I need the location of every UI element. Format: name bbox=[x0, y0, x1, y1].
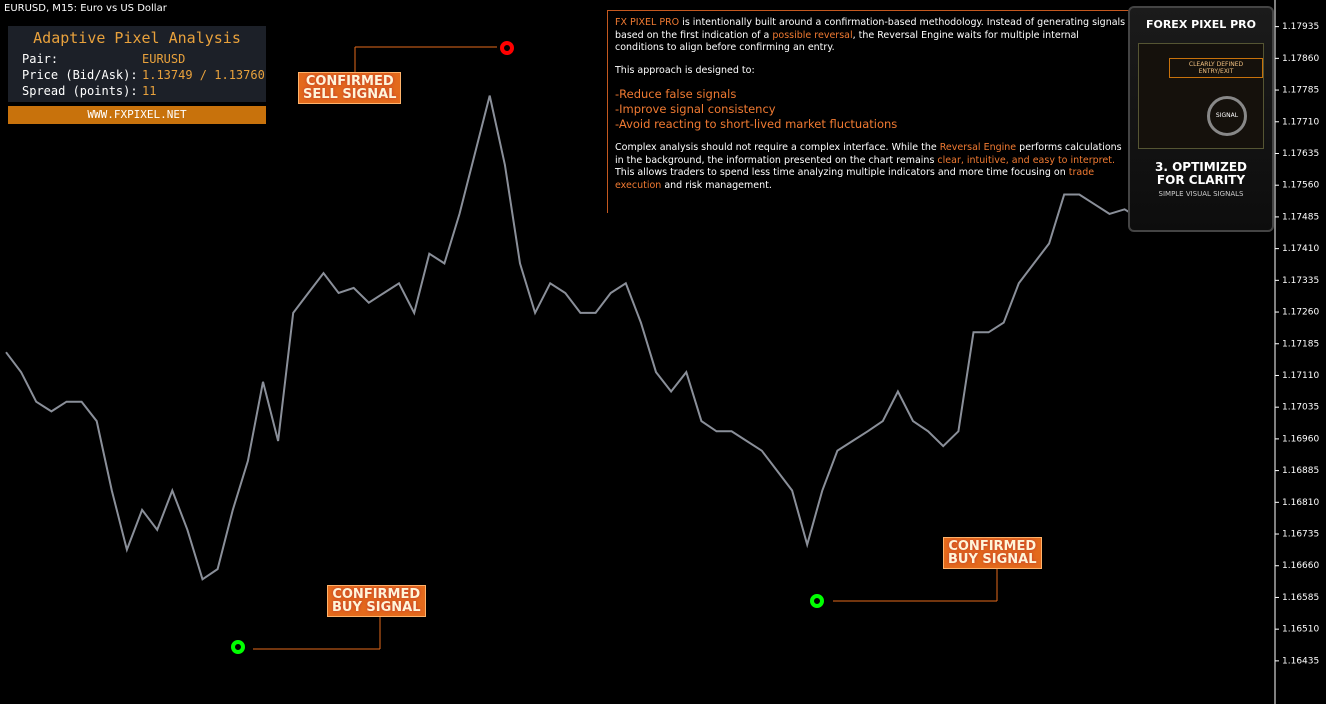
info-value: 1.13749 / 1.13760 bbox=[142, 68, 265, 82]
label-line: CONFIRMED bbox=[332, 587, 421, 602]
info-label: Spread (points): bbox=[22, 84, 138, 98]
bullet-list: -Reduce false signals -Improve signal con… bbox=[615, 87, 1130, 132]
card-brand: FOREX PIXEL PRO bbox=[1145, 18, 1257, 31]
y-tick-label: 1.17185 bbox=[1282, 339, 1319, 349]
y-tick-label: 1.16510 bbox=[1282, 625, 1319, 635]
y-tick-label: 1.16660 bbox=[1282, 561, 1319, 571]
info-panel: Adaptive Pixel Analysis Pair: EURUSD Price… bbox=[8, 26, 266, 102]
text-run: possible reversal bbox=[772, 29, 853, 41]
card-signal: SIGNAL bbox=[1207, 96, 1247, 136]
info-value: 11 bbox=[142, 84, 157, 98]
paragraph: This approach is designed to: bbox=[615, 65, 1130, 78]
site-link[interactable]: WWW.FXPIXEL.NET bbox=[8, 106, 266, 124]
y-tick-label: 1.17485 bbox=[1282, 212, 1319, 222]
signal-label: CONFIRMED SELL SIGNAL bbox=[298, 72, 402, 104]
info-row: Spread (points): 11 bbox=[8, 83, 266, 99]
info-label: Price (Bid/Ask): bbox=[22, 68, 138, 82]
panel-title: Adaptive Pixel Analysis bbox=[33, 29, 241, 47]
label-line: BUY SIGNAL bbox=[948, 552, 1037, 567]
y-tick-label: 1.17560 bbox=[1282, 181, 1319, 191]
info-row: Price (Bid/Ask): 1.13749 / 1.13760 bbox=[8, 67, 266, 83]
signal-label: CONFIRMED BUY SIGNAL bbox=[943, 537, 1042, 569]
info-row: Pair: EURUSD bbox=[8, 51, 266, 67]
y-tick-label: 1.17335 bbox=[1282, 276, 1319, 286]
y-tick-label: 1.17260 bbox=[1282, 308, 1319, 318]
y-tick-label: 1.16960 bbox=[1282, 434, 1319, 444]
label-line: CONFIRMED bbox=[948, 539, 1037, 554]
y-tick-label: 1.17110 bbox=[1282, 371, 1319, 381]
info-value: EURUSD bbox=[142, 52, 186, 66]
text-run: clear, intuitive, and easy to interpret. bbox=[937, 154, 1115, 166]
y-tick-label: 1.17410 bbox=[1282, 244, 1319, 254]
signal-label: CONFIRMED BUY SIGNAL bbox=[327, 585, 426, 617]
promo-card: FOREX PIXEL PRO CLEARLY DEFINED ENTRY/EX… bbox=[1128, 6, 1274, 232]
card-subtitle: SIMPLE VISUAL SIGNALS bbox=[1158, 190, 1244, 198]
paragraph: FX PIXEL PRO is intentionally built arou… bbox=[615, 17, 1130, 55]
text-run: performs calculations in the background,… bbox=[615, 142, 1122, 166]
y-tick-label: 1.17710 bbox=[1282, 117, 1319, 127]
y-tick-label: 1.16585 bbox=[1282, 593, 1319, 603]
sell-marker bbox=[500, 41, 514, 55]
bullet: -Reduce false signals bbox=[615, 87, 737, 101]
text-run: is intentionally built around a confirma… bbox=[615, 17, 1126, 41]
price-line bbox=[5, 95, 1171, 581]
label-line: BUY SIGNAL bbox=[332, 600, 421, 615]
card-heading: 3. OPTIMIZED FOR CLARITY bbox=[1130, 161, 1272, 187]
card-image: CLEARLY DEFINED ENTRY/EXIT SIGNAL bbox=[1138, 43, 1264, 149]
y-tick-label: 1.16735 bbox=[1282, 530, 1319, 540]
paragraph: Complex analysis should not require a co… bbox=[615, 142, 1130, 192]
y-tick-label: 1.17935 bbox=[1282, 22, 1319, 32]
card-badge: CLEARLY DEFINED ENTRY/EXIT bbox=[1169, 58, 1263, 78]
y-tick-label: 1.16810 bbox=[1282, 498, 1319, 508]
window-title: EURUSD, M15: Euro vs US Dollar bbox=[4, 3, 167, 14]
description: FX PIXEL PRO is intentionally built arou… bbox=[607, 10, 1130, 213]
info-label: Pair: bbox=[22, 52, 59, 66]
buy-marker bbox=[231, 640, 245, 654]
y-tick-label: 1.16435 bbox=[1282, 656, 1319, 666]
label-line: SELL SIGNAL bbox=[303, 87, 397, 102]
heading-line: FOR CLARITY bbox=[1156, 173, 1246, 187]
text-run: trade execution bbox=[615, 167, 1095, 191]
y-tick-label: 1.17635 bbox=[1282, 149, 1319, 159]
text-run: This approach is designed to: bbox=[615, 64, 755, 76]
y-tick-label: 1.17785 bbox=[1282, 86, 1319, 96]
y-tick-label: 1.16885 bbox=[1282, 466, 1319, 476]
text-run: This allows traders to spend less time a… bbox=[615, 167, 1069, 178]
bullet: -Avoid reacting to short-lived market fl… bbox=[615, 117, 898, 131]
y-tick-label: 1.17035 bbox=[1282, 403, 1319, 413]
bullet: -Improve signal consistency bbox=[615, 102, 776, 116]
text-run: Complex analysis should not require a co… bbox=[615, 142, 940, 153]
text-run: FX PIXEL PRO bbox=[615, 17, 680, 28]
text-run: and risk management. bbox=[661, 179, 772, 191]
text-run: Reversal Engine bbox=[939, 142, 1017, 153]
heading-line: 3. OPTIMIZED bbox=[1155, 160, 1247, 174]
label-line: CONFIRMED bbox=[305, 74, 394, 89]
y-tick-label: 1.17860 bbox=[1282, 54, 1319, 64]
buy-marker bbox=[810, 594, 824, 608]
text-run: , the Reversal Engine waits for multiple… bbox=[615, 29, 1079, 54]
